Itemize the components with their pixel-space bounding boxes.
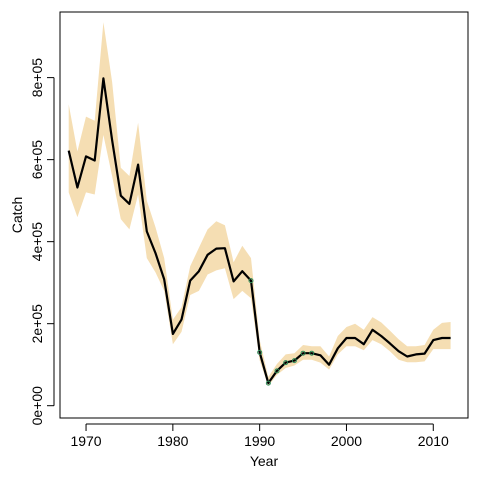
observed-point <box>257 349 263 355</box>
confidence-band-layer <box>68 22 451 387</box>
observed-point <box>248 278 254 284</box>
x-axis: 1970 1980 1990 2000 2010 <box>70 423 449 449</box>
observed-point <box>309 350 315 356</box>
x-tick-label: 1990 <box>244 433 275 449</box>
plot-frame <box>59 11 469 419</box>
observed-points-layer <box>248 278 315 386</box>
catch-line-layer <box>67 77 451 385</box>
x-tick-label: 1980 <box>157 433 188 449</box>
y-tick-label: 4e+05 <box>29 222 45 262</box>
observed-point <box>265 380 271 386</box>
y-tick-label: 6e+05 <box>29 140 45 180</box>
y-tick-label: 0e+00 <box>29 386 45 426</box>
catch-line <box>67 77 451 385</box>
x-tick-label: 2000 <box>331 433 362 449</box>
confidence-band <box>68 22 451 387</box>
x-axis-title: Year <box>250 453 279 469</box>
observed-point <box>274 368 280 374</box>
observed-point <box>283 360 289 366</box>
observed-point <box>291 358 297 364</box>
x-tick-label: 2010 <box>418 433 449 449</box>
y-tick-label: 2e+05 <box>29 304 45 344</box>
y-axis: 0e+00 2e+05 4e+05 6e+05 8e+05 <box>29 58 55 426</box>
y-axis-title: Catch <box>9 197 25 234</box>
observed-point <box>300 350 306 356</box>
x-tick-label: 1970 <box>70 433 101 449</box>
y-tick-label: 8e+05 <box>29 58 45 98</box>
